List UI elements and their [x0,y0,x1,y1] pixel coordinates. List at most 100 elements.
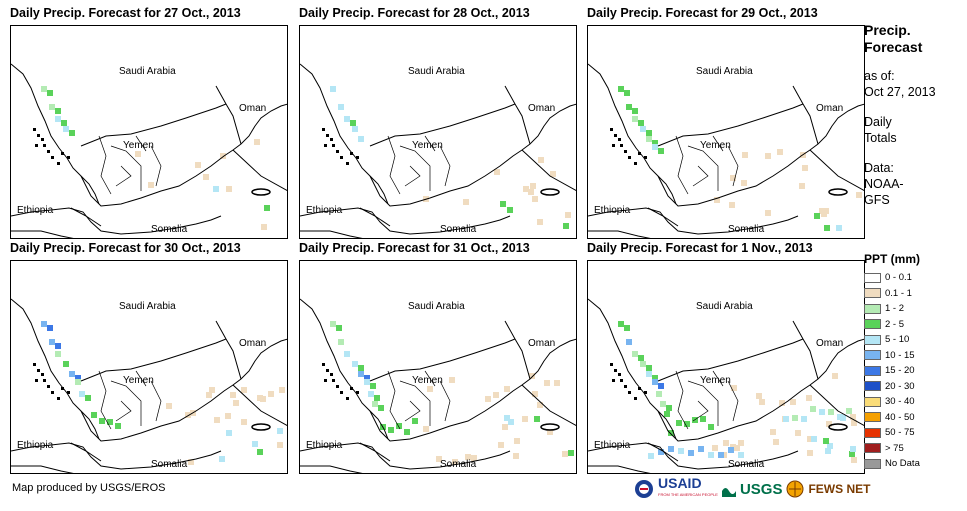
precip-cell [378,405,384,411]
legend-swatch [864,365,881,376]
saudi-yemen-border [657,338,804,382]
logo-strip: USAID FROM THE AMERICAN PEOPLE USGS FEWS… [634,476,870,500]
precip-cell [825,448,831,454]
precip-cell [828,409,834,415]
map-graphic [11,298,287,473]
precip-cell [522,416,528,422]
precip-cell [226,430,232,436]
legend-swatch [864,303,881,314]
country-label-ethiopia: Ethiopia [594,440,631,451]
precip-cell [412,418,418,424]
precip-cell [810,406,816,412]
island [638,152,641,155]
precip-cell [823,438,829,444]
somalia-border [70,207,102,227]
precip-cell [107,419,113,425]
precip-cell [544,380,550,386]
precip-cell [135,151,141,157]
oman-border [504,85,576,192]
red-sea-islands [610,128,647,165]
legend-title: PPT (mm) [864,252,921,266]
legend-label: 30 - 40 [885,396,915,408]
yemen-coastline [80,103,287,207]
island [614,134,617,137]
governorate-borders [675,370,739,430]
country-label-somalia: Somalia [151,459,188,470]
precip-cell [69,371,75,377]
panel-title: Daily Precip. Forecast for 30 Oct., 2013 [10,241,241,255]
oman-border [215,85,287,192]
precip-cell [714,197,720,203]
precip-cell [678,448,684,454]
precip-cell [241,419,247,425]
precip-cell [652,379,658,385]
island [324,144,327,147]
precip-cell [851,457,857,463]
map-graphic [300,63,576,238]
precip-cell [368,391,374,397]
country-label-somalia: Somalia [440,224,477,235]
precip-cell [728,447,734,453]
yemen-coastline [369,338,576,442]
precip-cell [374,395,380,401]
precip-cell [827,443,833,449]
usaid-seal-icon [635,480,653,498]
precip-cell [427,386,433,392]
island [610,128,613,131]
precip-cell [646,365,652,371]
precip-cell [814,213,820,219]
precip-cell [759,399,765,405]
precip-cell [252,441,258,447]
precip-cell [225,413,231,419]
socotra-island [828,188,848,196]
island [37,369,40,372]
precip-cell [99,418,105,424]
precip-cell [530,183,536,189]
precip-cell [55,351,61,357]
legend-item: 50 - 75 [864,425,964,441]
legend-swatch [864,288,881,299]
island [47,150,50,153]
precip-cell [358,136,364,142]
precip-cell [502,424,508,430]
island [43,379,46,382]
legend-label: 15 - 20 [885,365,915,377]
precip-cell [257,449,263,455]
precip-cell [741,180,747,186]
precip-cell [49,339,55,345]
precip-cell [807,450,813,456]
precip-cell [624,90,630,96]
legend-label: 2 - 5 [885,318,905,330]
horn-coastline [588,442,799,470]
socotra-island [540,188,560,196]
legend-swatch [864,350,881,361]
coastline [300,63,389,205]
island [330,373,333,376]
precip-cell [396,423,402,429]
governorate-borders [387,135,451,195]
precip-cell [851,420,857,426]
red-sea-islands [33,363,70,400]
country-label-oman: Oman [528,338,556,349]
saudi-yemen-border [369,338,516,382]
precip-cell [47,325,53,331]
country-label-ethiopia: Ethiopia [306,205,343,216]
precip-cell [529,373,535,379]
legend-label: 50 - 75 [885,427,915,439]
precip-cell [658,383,664,389]
island [41,373,44,376]
country-label-ethiopia: Ethiopia [17,205,54,216]
precip-cell [209,387,215,393]
precip-cell [684,421,690,427]
precip-cell [91,412,97,418]
sidebar-title-2: Forecast [864,39,923,55]
precip-cell [449,377,455,383]
precip-cell [779,400,785,406]
island [356,156,359,159]
somalia-border [647,207,679,227]
precip-cell [648,453,654,459]
island [330,138,333,141]
precip-cell [166,403,172,409]
legend-swatch [864,319,881,330]
country-label-yemen: Yemen [700,375,731,386]
